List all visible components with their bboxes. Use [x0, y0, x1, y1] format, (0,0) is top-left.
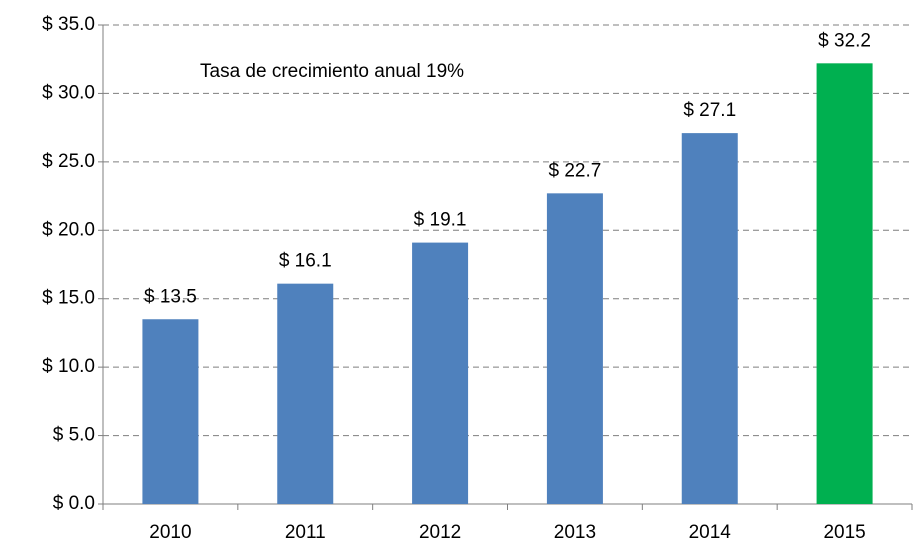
bar	[681, 133, 738, 505]
x-tick-label: 2012	[419, 522, 461, 543]
bar	[412, 242, 469, 505]
y-tick-label: $ 0.0	[53, 493, 95, 514]
value-label: $ 13.5	[144, 286, 197, 307]
y-tick-label: $ 15.0	[42, 288, 95, 309]
y-tick-label: $ 20.0	[42, 219, 95, 240]
y-tick-label: $ 5.0	[53, 425, 95, 446]
value-label: $ 32.2	[818, 30, 871, 51]
bar	[816, 63, 873, 504]
x-tick-label: 2010	[149, 522, 191, 543]
bar	[277, 283, 334, 504]
y-tick-label: $ 10.0	[42, 356, 95, 377]
bar	[142, 319, 199, 504]
bar	[546, 193, 603, 504]
y-tick-label: $ 25.0	[42, 151, 95, 172]
y-tick-label: $ 35.0	[42, 14, 95, 35]
value-label: $ 22.7	[549, 160, 602, 181]
y-tick-label: $ 30.0	[42, 82, 95, 103]
value-label: $ 19.1	[414, 210, 467, 231]
x-tick-label: 2015	[823, 522, 865, 543]
annotation: Tasa de crecimiento anual 19%	[200, 61, 464, 82]
value-label: $ 27.1	[683, 100, 736, 121]
x-tick-label: 2013	[554, 522, 596, 543]
x-tick-label: 2014	[689, 522, 732, 543]
x-tick-label: 2011	[285, 522, 326, 543]
value-label: $ 16.1	[279, 251, 332, 272]
